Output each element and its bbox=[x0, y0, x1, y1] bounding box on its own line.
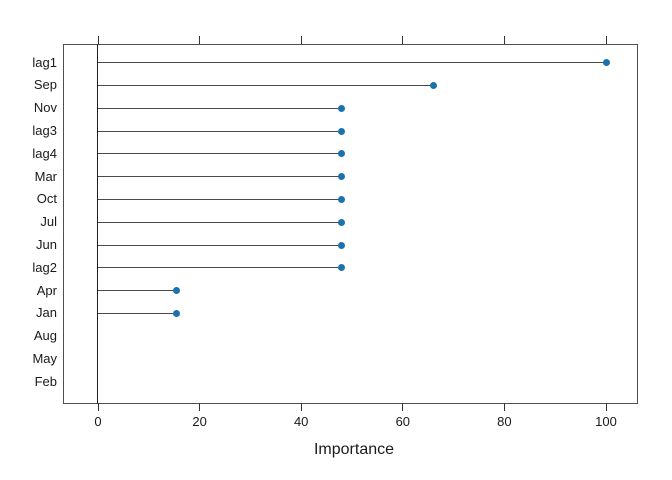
category-label: lag4 bbox=[32, 145, 57, 161]
data-point bbox=[338, 195, 346, 203]
category-label: lag1 bbox=[32, 54, 57, 70]
category-label: Sep bbox=[33, 77, 57, 93]
data-point bbox=[338, 127, 346, 135]
data-point bbox=[173, 287, 181, 295]
category-label: Aug bbox=[33, 328, 57, 344]
category-label: lag2 bbox=[32, 259, 57, 275]
data-point bbox=[338, 173, 346, 181]
data-point bbox=[338, 150, 346, 158]
category-label: Oct bbox=[36, 191, 57, 207]
category-label: Jan bbox=[36, 305, 57, 321]
needle-line bbox=[98, 198, 342, 200]
needle-line bbox=[98, 176, 342, 178]
category-label: Mar bbox=[34, 168, 57, 184]
category-label: lag3 bbox=[32, 123, 57, 139]
needle-line bbox=[98, 221, 342, 223]
category-label: May bbox=[32, 350, 57, 366]
category-label: Jun bbox=[36, 237, 57, 253]
x-tick-bottom bbox=[300, 403, 302, 411]
x-tick-label: 0 bbox=[94, 414, 102, 429]
data-point bbox=[338, 264, 346, 272]
needle-line bbox=[98, 62, 606, 64]
category-label: Feb bbox=[34, 373, 57, 389]
data-point bbox=[602, 59, 610, 67]
data-point bbox=[338, 218, 346, 226]
x-tick-label: 40 bbox=[293, 414, 309, 429]
data-point bbox=[429, 81, 437, 89]
x-tick-top bbox=[605, 36, 607, 44]
zero-baseline bbox=[97, 44, 98, 404]
x-tick-label: 20 bbox=[192, 414, 207, 429]
needle-line bbox=[98, 267, 342, 269]
x-tick-bottom bbox=[199, 403, 201, 411]
needle-line bbox=[98, 290, 177, 292]
x-tick-label: 80 bbox=[497, 414, 512, 429]
needle-line bbox=[98, 312, 177, 314]
plot-frame bbox=[63, 44, 638, 404]
x-tick-top bbox=[503, 36, 505, 44]
x-tick-top bbox=[199, 36, 201, 44]
x-tick-top bbox=[300, 36, 302, 44]
data-point bbox=[338, 104, 346, 112]
x-tick-bottom bbox=[605, 403, 607, 411]
needle-line bbox=[98, 107, 342, 109]
needle-line bbox=[98, 130, 342, 132]
needle-line bbox=[98, 244, 342, 246]
x-tick-label: 100 bbox=[595, 414, 617, 429]
needle-line bbox=[98, 84, 434, 86]
x-tick-bottom bbox=[503, 403, 505, 411]
category-label: Apr bbox=[36, 282, 57, 298]
x-tick-bottom bbox=[97, 403, 99, 411]
needle-line bbox=[98, 153, 342, 155]
data-point bbox=[173, 309, 181, 317]
data-point bbox=[338, 241, 346, 249]
category-label: Jul bbox=[40, 214, 57, 230]
x-tick-top bbox=[402, 36, 404, 44]
x-tick-label: 60 bbox=[395, 414, 411, 429]
x-tick-bottom bbox=[402, 403, 404, 411]
x-tick-top bbox=[97, 36, 99, 44]
x-axis-title: Importance bbox=[313, 441, 395, 458]
category-label: Nov bbox=[33, 100, 57, 116]
